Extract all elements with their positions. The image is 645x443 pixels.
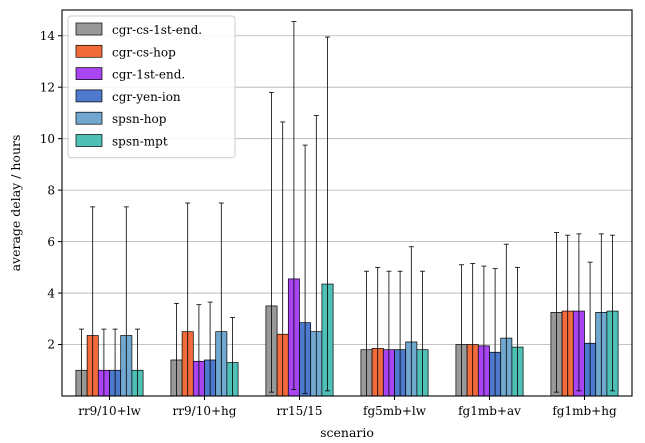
error-bar (101, 328, 107, 396)
x-axis-ticks: rr9/10+lw rr9/10+hg rr15/15 fg5mb+lw fg1mb+a… (78, 396, 617, 418)
legend-item: spsn-hop (75, 111, 167, 126)
bar-group (455, 337, 524, 397)
x-tick-label: rr9/10+hg (173, 404, 237, 418)
y-axis-ticks: 2 4 6 8 10 12 14 (40, 29, 62, 352)
x-tick-label: rr9/10+lw (78, 404, 141, 418)
error-bar (459, 264, 464, 396)
error-bar (375, 266, 381, 396)
legend-label: cgr-1st-end. (112, 68, 185, 82)
error-bar (565, 234, 571, 396)
bar-group (360, 341, 429, 397)
legend-label: spsn-mpt (112, 135, 168, 149)
plot-frame (61, 9, 633, 397)
legend-item: cgr-1st-end. (75, 67, 185, 82)
error-bars (79, 21, 615, 396)
legend-label: spsn-hop (112, 112, 167, 126)
error-bar (325, 36, 330, 392)
bar-group (550, 310, 619, 397)
error-bar (196, 304, 202, 396)
error-bar (610, 234, 615, 392)
x-tick-label: rr15/15 (276, 404, 322, 418)
bar-groups (75, 278, 619, 397)
error-bar (291, 21, 297, 390)
error-bar (90, 206, 96, 396)
error-bar (587, 261, 593, 396)
error-bar (492, 268, 498, 396)
x-tick-label: fg1mb+av (458, 404, 521, 418)
error-bar (112, 328, 118, 396)
error-bar (302, 144, 308, 394)
error-bar (503, 243, 509, 396)
error-bar (420, 270, 425, 396)
legend-swatch (75, 89, 103, 103)
legend-item: cgr-yen-ion (75, 89, 181, 104)
x-tick-label: fg5mb+lw (363, 404, 427, 418)
error-bar (207, 301, 213, 396)
error-bar (280, 121, 286, 396)
x-tick-label: fg1mb+hg (552, 404, 617, 418)
y-tick-label: 10 (40, 132, 55, 146)
legend-label: cgr-yen-ion (112, 90, 181, 104)
legend-swatch (75, 67, 103, 80)
legend-label: cgr-cs-hop (112, 45, 176, 59)
y-tick-label: 2 (47, 338, 55, 352)
error-bar (481, 265, 487, 396)
error-bar (364, 270, 369, 396)
legend-label: cgr-cs-1st-end. (112, 23, 202, 37)
error-bar (123, 206, 129, 396)
error-bar (408, 246, 414, 396)
error-bar (515, 266, 520, 396)
error-bar (185, 202, 191, 396)
error-bar (218, 202, 224, 396)
error-bar (135, 328, 140, 396)
legend-item: spsn-mpt (75, 134, 168, 149)
legend-box (67, 15, 236, 159)
error-bar (576, 233, 582, 392)
error-bar (230, 317, 235, 396)
bar-group (265, 278, 334, 397)
bar-group (170, 331, 239, 397)
y-tick-label: 12 (40, 80, 55, 94)
error-bar (269, 91, 274, 393)
legend: cgr-cs-1st-end. cgr-cs-hop cgr-1st-end. cgr… (67, 15, 236, 159)
legend-swatch (75, 22, 103, 36)
x-axis-label: scenario (320, 425, 374, 440)
error-bar (386, 270, 392, 396)
y-tick-label: 14 (40, 29, 56, 43)
legend-item: cgr-cs-1st-end. (75, 22, 202, 37)
y-tick-label: 6 (47, 235, 55, 249)
y-tick-label: 4 (47, 286, 55, 300)
error-bar (554, 232, 559, 393)
legend-swatch (75, 111, 103, 125)
error-bar (470, 263, 476, 396)
error-bar (313, 115, 319, 396)
error-bar (174, 302, 179, 396)
legend-item: cgr-cs-hop (75, 44, 176, 59)
error-bar (598, 233, 604, 396)
error-bar (397, 270, 403, 396)
y-tick-label: 8 (47, 183, 55, 197)
y-axis-label: average delay / hours (8, 135, 23, 272)
legend-swatch (75, 134, 103, 147)
error-bar (79, 328, 84, 396)
legend-swatch (75, 44, 103, 58)
